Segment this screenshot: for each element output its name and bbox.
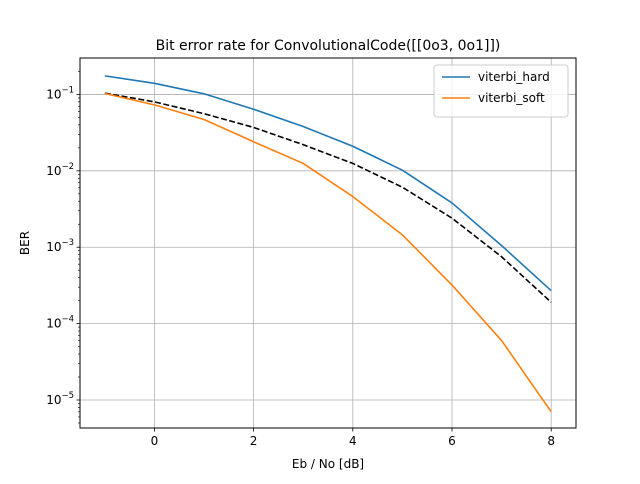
y-tick-label: 10−1 — [46, 85, 74, 101]
legend: viterbi_hard viterbi_soft — [433, 64, 569, 118]
reference-dashed-line — [104, 92, 552, 303]
x-tick-label: 8 — [547, 434, 555, 448]
x-axis-label: Eb / No [dB] — [292, 457, 364, 471]
x-tick-label: 0 — [151, 434, 159, 448]
plot-frame — [79, 57, 577, 429]
y-tick-label: 10−2 — [46, 162, 74, 178]
y-tick-label: 10−3 — [46, 238, 74, 254]
series-line-viterbi-hard — [104, 75, 552, 292]
legend-label-viterbi-soft: viterbi_soft — [478, 91, 545, 105]
y-tick-label: 10−5 — [46, 391, 74, 407]
x-tick-label: 6 — [448, 434, 456, 448]
legend-box — [433, 64, 569, 118]
x-tick-label: 4 — [349, 434, 357, 448]
chart-title: Bit error rate for ConvolutionalCode([[0… — [156, 38, 501, 54]
x-tick-label: 2 — [250, 434, 258, 448]
series-line-viterbi-soft — [104, 92, 552, 413]
legend-label-viterbi-hard: viterbi_hard — [478, 70, 550, 84]
y-tick-label: 10−4 — [46, 315, 74, 331]
y-axis-label: BER — [18, 231, 32, 255]
plot-lines — [104, 75, 552, 413]
axis-ticks: 0 2 4 6 8 10−5 10−4 10−3 10−2 10−1 — [46, 71, 555, 448]
